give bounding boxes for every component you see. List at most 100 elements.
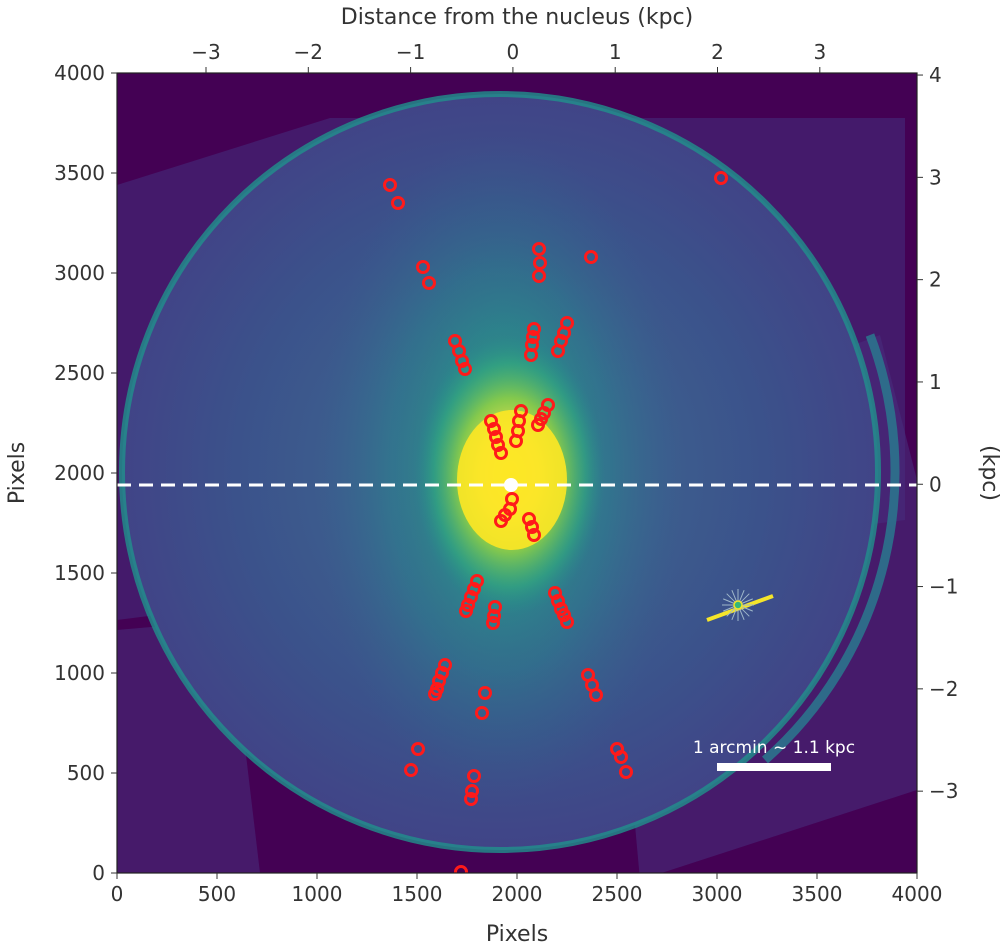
y2-axis-title: (kpc) bbox=[977, 445, 1000, 501]
red-circle-marker bbox=[428, 687, 442, 701]
x-axis-title: Pixels bbox=[486, 922, 548, 947]
x2-tick-label: −3 bbox=[191, 40, 220, 64]
red-circle-marker bbox=[422, 276, 436, 290]
red-circle-marker bbox=[484, 414, 498, 428]
y-tick-label: 4000 bbox=[54, 61, 105, 85]
red-circle-marker bbox=[494, 514, 508, 528]
red-circle-marker bbox=[527, 528, 541, 542]
y-tick-label: 3000 bbox=[54, 261, 105, 285]
y-tick-label: 2000 bbox=[54, 461, 105, 485]
red-circle-marker bbox=[487, 422, 501, 436]
red-circle-marker bbox=[467, 769, 481, 783]
red-circle-marker bbox=[459, 604, 473, 618]
red-circle-marker bbox=[432, 674, 446, 688]
x2-tick-label: −2 bbox=[294, 40, 323, 64]
x2-tick-label: 3 bbox=[813, 40, 826, 64]
x2-tick-label: −1 bbox=[396, 40, 425, 64]
red-circle-marker bbox=[383, 178, 397, 192]
x2-axis-title: Distance from the nucleus (kpc) bbox=[341, 5, 693, 30]
x-tick-label: 1000 bbox=[292, 882, 343, 906]
red-circle-marker bbox=[548, 586, 562, 600]
y-tick-label: 1500 bbox=[54, 561, 105, 585]
y-axis-title: Pixels bbox=[5, 442, 30, 504]
red-circle-marker bbox=[464, 590, 478, 604]
red-circle-marker bbox=[475, 706, 489, 720]
red-circle-marker bbox=[714, 171, 728, 185]
disk-rim bbox=[119, 91, 881, 853]
red-circle-marker bbox=[557, 326, 571, 340]
scale-bar bbox=[717, 763, 831, 771]
nucleus-marker bbox=[504, 478, 518, 492]
red-circle-marker bbox=[619, 765, 633, 779]
red-circle-marker bbox=[525, 520, 539, 534]
red-circle-marker bbox=[478, 686, 492, 700]
y-tick-label: 0 bbox=[92, 861, 105, 885]
scale-bar-label: 1 arcmin ~ 1.1 kpc bbox=[693, 738, 855, 758]
red-circle-marker bbox=[532, 242, 546, 256]
x-tick-label: 3000 bbox=[692, 882, 743, 906]
red-circle-marker bbox=[467, 582, 481, 596]
y-tick-label: 1000 bbox=[54, 661, 105, 685]
red-circle-marker bbox=[404, 763, 418, 777]
red-circle-marker bbox=[584, 250, 598, 264]
y2-tick-label: 3 bbox=[929, 165, 942, 189]
red-circle-marker bbox=[533, 256, 547, 270]
red-circle-marker bbox=[524, 348, 538, 362]
x-tick-label: 500 bbox=[198, 882, 236, 906]
red-circle-marker bbox=[509, 434, 523, 448]
x2-tick-label: 1 bbox=[609, 40, 622, 64]
x-tick-label: 3500 bbox=[792, 882, 843, 906]
x2-tick-label: 0 bbox=[507, 40, 520, 64]
red-circle-marker bbox=[391, 196, 405, 210]
red-circle-marker bbox=[486, 616, 500, 630]
y2-tick-label: −3 bbox=[929, 779, 958, 803]
red-circle-marker bbox=[470, 574, 484, 588]
x-tick-label: 0 bbox=[111, 882, 124, 906]
right-arc bbox=[762, 333, 900, 764]
red-circle-marker bbox=[487, 609, 501, 623]
red-circle-marker bbox=[532, 269, 546, 283]
y2-tick-label: −1 bbox=[929, 575, 958, 599]
red-circle-marker bbox=[435, 666, 449, 680]
red-circle-marker bbox=[438, 658, 452, 672]
red-circle-marker bbox=[531, 418, 545, 432]
x-tick-label: 2500 bbox=[592, 882, 643, 906]
star-core bbox=[733, 600, 743, 610]
red-circle-marker bbox=[494, 446, 508, 460]
red-circle-marker bbox=[557, 608, 571, 622]
axes: 0 500 1000 1500 2000 2500 3000 3500 4000 0 500 1000… bbox=[54, 40, 958, 906]
red-circle-marker bbox=[454, 865, 468, 873]
y-tick-label: 3500 bbox=[54, 161, 105, 185]
x2-tick-label: 2 bbox=[711, 40, 724, 64]
red-circle-marker bbox=[455, 354, 469, 368]
red-circle-marker bbox=[491, 438, 505, 452]
red-circle-marker bbox=[465, 784, 479, 798]
red-circle-marker bbox=[458, 362, 472, 376]
bright-star bbox=[706, 589, 774, 622]
red-circle-marker bbox=[614, 750, 628, 764]
red-circle-marker bbox=[551, 344, 565, 358]
x-tick-label: 2000 bbox=[492, 882, 543, 906]
red-circle-marker bbox=[527, 322, 541, 336]
red-circle-marker bbox=[488, 600, 502, 614]
red-circle-marker bbox=[522, 512, 536, 526]
y2-tick-label: 4 bbox=[929, 63, 942, 87]
red-circle-marker bbox=[526, 330, 540, 344]
x-tick-label: 4000 bbox=[892, 882, 943, 906]
y-tick-label: 2500 bbox=[54, 361, 105, 385]
red-circle-marker bbox=[560, 615, 574, 629]
red-circle-marker bbox=[589, 688, 603, 702]
y2-tick-label: 1 bbox=[929, 370, 942, 394]
y2-tick-label: 2 bbox=[929, 268, 942, 292]
red-circle-marker bbox=[416, 260, 430, 274]
galaxy-image: 1 arcmin ~ 1.1 kpc bbox=[117, 73, 917, 873]
y-tick-label: 500 bbox=[67, 761, 105, 785]
red-circle-marker bbox=[489, 430, 503, 444]
x-tick-label: 1500 bbox=[392, 882, 443, 906]
y2-tick-label: −2 bbox=[929, 677, 958, 701]
red-circle-marker bbox=[464, 792, 478, 806]
marker-series bbox=[383, 171, 728, 873]
red-circle-marker bbox=[411, 742, 425, 756]
y2-tick-label: 0 bbox=[929, 472, 942, 496]
